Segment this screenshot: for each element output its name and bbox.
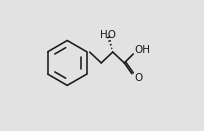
Text: HO: HO [100,30,116,40]
Text: O: O [134,73,142,83]
Text: OH: OH [134,45,150,55]
